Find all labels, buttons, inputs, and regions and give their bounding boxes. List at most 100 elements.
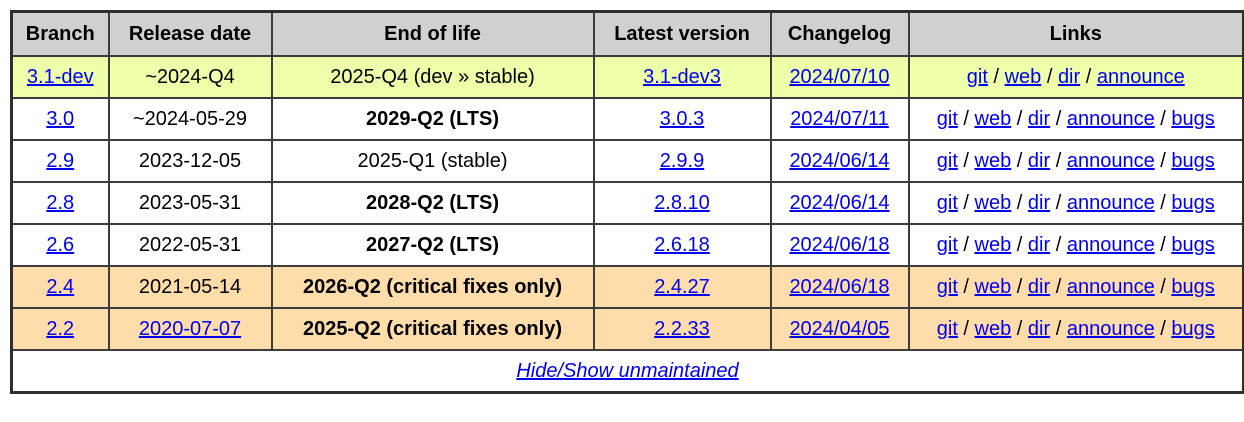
release-date-cell: ~2024-Q4 [107,55,273,99]
branch-cell: 3.0 [10,97,110,141]
changelog-cell: 2024/04/05 [769,307,910,351]
git-link[interactable]: git [936,233,958,256]
web-link[interactable]: web [974,317,1012,340]
links-cell: git / web / dir / announce / bugs [907,181,1244,225]
branch-link[interactable]: 2.6 [46,233,75,256]
branch-link[interactable]: 2.9 [46,149,75,172]
dir-link[interactable]: dir [1027,149,1051,172]
git-link[interactable]: git [966,65,988,88]
latest-version-link[interactable]: 2.9.9 [659,149,705,172]
announce-link[interactable]: announce [1066,107,1155,130]
table-row: 2.2 2020-07-07 2025-Q2 (critical fixes onl… [10,307,1244,351]
web-link[interactable]: web [974,191,1012,214]
announce-link[interactable]: announce [1066,191,1155,214]
latest-version-link[interactable]: 2.2.33 [654,317,710,340]
end-of-life-cell: 2025-Q4 (dev » stable) [270,55,595,99]
announce-link[interactable]: announce [1066,149,1155,172]
bugs-link[interactable]: bugs [1171,107,1215,130]
table-row: 2.4 2021-05-14 2026-Q2 (critical fixes onl… [10,265,1244,309]
release-date-cell: 2021-05-14 [107,265,273,309]
version-table-body: 3.1-dev ~2024-Q4 2025-Q4 (dev » stable) 3.1… [10,55,1244,351]
dir-link[interactable]: dir [1027,275,1051,298]
branch-cell: 2.4 [10,265,110,309]
changelog-link[interactable]: 2024/06/14 [789,191,890,214]
latest-version-cell: 2.4.27 [592,265,772,309]
git-link[interactable]: git [936,191,958,214]
links-cell: git / web / dir / announce / bugs [907,265,1244,309]
bugs-link[interactable]: bugs [1171,149,1215,172]
latest-version-link[interactable]: 2.8.10 [654,191,710,214]
branch-cell: 2.6 [10,223,110,267]
web-link[interactable]: web [974,149,1012,172]
haproxy-version-table: Branch Release date End of life Latest v… [10,10,1244,394]
git-link[interactable]: git [936,275,958,298]
latest-version-link[interactable]: 3.1-dev3 [643,65,721,88]
web-link[interactable]: web [974,107,1012,130]
changelog-link[interactable]: 2024/07/10 [789,65,890,88]
git-link[interactable]: git [936,107,958,130]
changelog-cell: 2024/07/11 [769,97,910,141]
release-date-cell: 2022-05-31 [107,223,273,267]
changelog-cell: 2024/07/10 [769,55,910,99]
branch-link[interactable]: 3.0 [46,107,75,130]
dir-link[interactable]: dir [1057,65,1081,88]
release-date-link[interactable]: 2020-07-07 [138,317,242,340]
dir-link[interactable]: dir [1027,233,1051,256]
bugs-link[interactable]: bugs [1171,233,1215,256]
branch-link[interactable]: 2.8 [46,191,75,214]
changelog-link[interactable]: 2024/06/18 [789,275,890,298]
web-link[interactable]: web [1004,65,1042,88]
header-row: Branch Release date End of life Latest v… [10,10,1244,57]
latest-version-cell: 3.0.3 [592,97,772,141]
git-link[interactable]: git [936,149,958,172]
announce-link[interactable]: announce [1096,65,1185,88]
changelog-cell: 2024/06/18 [769,265,910,309]
table-row: 3.1-dev ~2024-Q4 2025-Q4 (dev » stable) 3.1… [10,55,1244,99]
changelog-cell: 2024/06/18 [769,223,910,267]
changelog-link[interactable]: 2024/06/14 [789,149,890,172]
branch-cell: 2.9 [10,139,110,183]
changelog-cell: 2024/06/14 [769,139,910,183]
links-cell: git / web / dir / announce / bugs [907,139,1244,183]
changelog-cell: 2024/06/14 [769,181,910,225]
bugs-link[interactable]: bugs [1171,275,1215,298]
announce-link[interactable]: announce [1066,233,1155,256]
latest-version-cell: 2.9.9 [592,139,772,183]
links-cell: git / web / dir / announce / bugs [907,97,1244,141]
latest-version-link[interactable]: 2.4.27 [654,275,710,298]
announce-link[interactable]: announce [1066,317,1155,340]
latest-version-cell: 2.6.18 [592,223,772,267]
latest-version-cell: 3.1-dev3 [592,55,772,99]
footer-row: Hide/Show unmaintained [10,349,1244,394]
changelog-link[interactable]: 2024/04/05 [789,317,890,340]
footer-cell: Hide/Show unmaintained [10,349,1244,394]
dir-link[interactable]: dir [1027,107,1051,130]
latest-version-link[interactable]: 2.6.18 [654,233,710,256]
dir-link[interactable]: dir [1027,191,1051,214]
branch-link[interactable]: 2.4 [46,275,75,298]
bugs-link[interactable]: bugs [1171,191,1215,214]
changelog-link[interactable]: 2024/07/11 [790,107,889,130]
branch-link[interactable]: 3.1-dev [26,65,94,88]
release-date-cell: 2023-12-05 [107,139,273,183]
links-cell: git / web / dir / announce / bugs [907,307,1244,351]
web-link[interactable]: web [974,233,1012,256]
end-of-life-cell: 2029-Q2 (LTS) [270,97,595,141]
toggle-unmaintained-link[interactable]: Hide/Show unmaintained [516,359,739,382]
web-link[interactable]: web [974,275,1012,298]
branch-cell: 2.8 [10,181,110,225]
latest-version-cell: 2.2.33 [592,307,772,351]
bugs-link[interactable]: bugs [1171,317,1215,340]
announce-link[interactable]: announce [1066,275,1155,298]
table-row: 2.8 2023-05-31 2028-Q2 (LTS) 2.8.10 2024/06/… [10,181,1244,225]
table-row: 2.9 2023-12-05 2025-Q1 (stable) 2.9.9 2024/0… [10,139,1244,183]
end-of-life-cell: 2027-Q2 (LTS) [270,223,595,267]
changelog-link[interactable]: 2024/06/18 [789,233,890,256]
git-link[interactable]: git [936,317,958,340]
latest-version-link[interactable]: 3.0.3 [659,107,705,130]
table-row: 2.6 2022-05-31 2027-Q2 (LTS) 2.6.18 2024/06/… [10,223,1244,267]
dir-link[interactable]: dir [1027,317,1051,340]
branch-link[interactable]: 2.2 [46,317,75,340]
header-release-date: Release date [107,10,273,57]
